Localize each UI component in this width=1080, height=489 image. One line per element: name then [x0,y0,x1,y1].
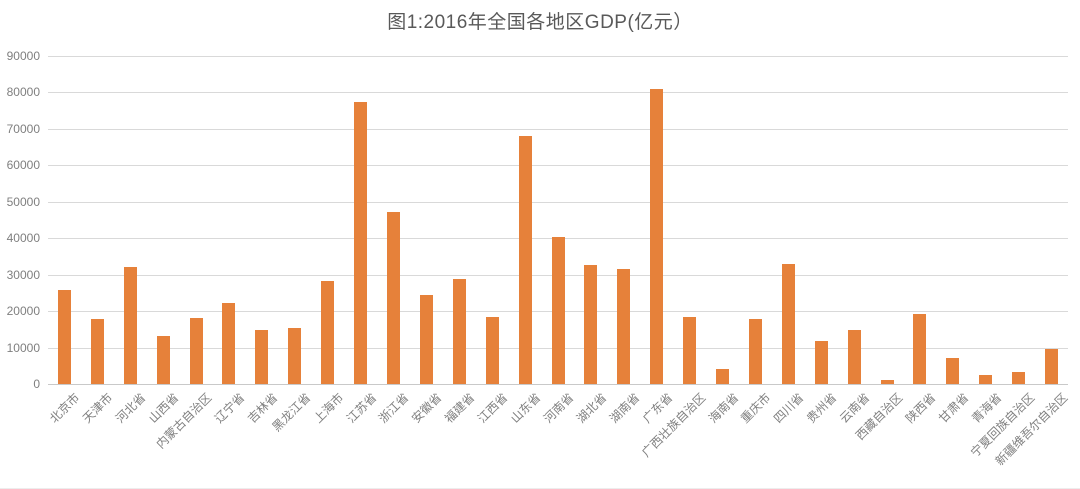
bar [190,318,203,384]
bar [617,269,630,384]
bar [946,358,959,384]
bar [222,303,235,384]
x-axis-tick-label: 四川省 [770,390,807,426]
x-axis-tick-label: 江苏省 [343,390,380,426]
x-axis-tick-label: 贵州省 [803,390,840,426]
bar [979,375,992,384]
bar [387,212,400,384]
x-axis-tick-label: 河北省 [112,390,149,426]
x-axis-tick-label: 天津市 [79,390,116,426]
bar [913,314,926,384]
x-axis-tick-label: 山东省 [507,390,544,426]
bar [453,279,466,384]
bar [255,330,268,384]
x-axis-tick-label: 甘肃省 [935,390,972,426]
bar [420,295,433,384]
x-axis-tick-label: 海南省 [705,390,742,426]
y-axis-tick-label: 30000 [6,268,40,282]
bar [749,319,762,384]
bar [58,290,71,384]
y-axis-tick-label: 80000 [6,85,40,99]
gridline [48,92,1068,93]
y-axis-tick-label: 70000 [6,122,40,136]
bar [157,336,170,384]
y-axis-tick-label: 10000 [6,341,40,355]
bar [881,380,894,384]
bar [584,265,597,384]
x-axis-tick-label: 浙江省 [375,390,412,426]
bar [650,89,663,384]
bar [815,341,828,384]
bar [552,237,565,384]
x-axis-tick-label: 北京市 [46,390,83,426]
x-axis-tick-label: 陕西省 [902,390,939,426]
y-axis-tick-label: 20000 [6,304,40,318]
x-axis-tick-label: 湖北省 [573,390,610,426]
x-axis-baseline [48,384,1068,385]
y-axis-tick-label: 0 [33,377,40,391]
bar [354,102,367,384]
x-axis-tick-label: 上海市 [310,390,347,426]
y-axis-tick-label: 60000 [6,158,40,172]
x-axis-tick-label: 江西省 [474,390,511,426]
gridline [48,165,1068,166]
bar [519,136,532,384]
bar [782,264,795,384]
x-axis-tick-label: 辽宁省 [211,390,248,426]
x-axis-tick-label: 安徽省 [408,390,445,426]
x-axis-tick-label: 福建省 [441,390,478,426]
gridline [48,56,1068,57]
y-axis-tick-label: 90000 [6,49,40,63]
bar [288,328,301,384]
bar [486,317,499,384]
y-axis-tick-label: 50000 [6,195,40,209]
x-axis-tick-label: 河南省 [540,390,577,426]
bar [1045,349,1058,384]
bar [848,330,861,384]
chart-title: 图1:2016年全国各地区GDP(亿元） [387,12,693,33]
gridline [48,202,1068,203]
bar [1012,372,1025,384]
bar [91,319,104,384]
bar [124,267,137,384]
bar [716,369,729,384]
x-axis-tick-label: 湖南省 [606,390,643,426]
y-axis-tick-label: 40000 [6,231,40,245]
x-axis-tick-label: 重庆市 [737,390,774,426]
gridline [48,129,1068,130]
bar [683,317,696,384]
bar [321,281,334,384]
